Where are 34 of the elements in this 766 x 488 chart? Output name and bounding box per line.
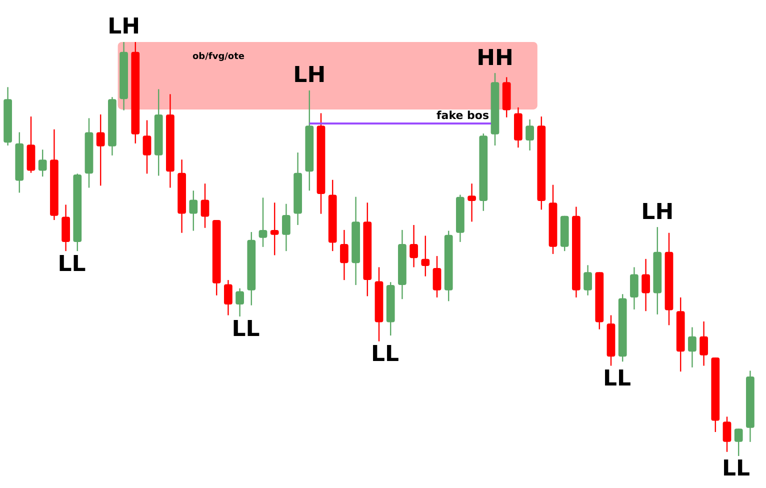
candlestick	[432, 255, 442, 298]
candlestick	[734, 428, 743, 457]
annotation: LH	[108, 14, 140, 40]
candlestick	[340, 229, 348, 281]
candlestick	[224, 279, 232, 316]
candlestick	[722, 416, 732, 452]
candlestick	[96, 114, 105, 186]
candlestick	[142, 120, 152, 174]
annotation: LH	[641, 200, 674, 225]
band-label: ob/fvg/ote	[192, 52, 245, 62]
candlestick	[200, 182, 210, 228]
annotation: LL	[602, 366, 632, 392]
annotation: LL	[370, 342, 400, 368]
candlestick	[642, 258, 650, 312]
text: LL	[722, 456, 750, 482]
candlestick	[630, 266, 638, 310]
annotation: LL	[58, 252, 86, 277]
candlestick	[258, 197, 268, 248]
candlestick	[688, 326, 696, 368]
candlestick	[38, 149, 47, 178]
candlestick	[282, 203, 290, 252]
candlestick	[584, 264, 592, 296]
ref-line-label: fake bos	[436, 108, 490, 122]
annotation: LL	[232, 317, 260, 342]
annotation: LH	[293, 63, 326, 88]
candlestick	[270, 202, 279, 256]
candlestick	[189, 190, 198, 232]
candlestick	[421, 235, 430, 277]
annotation: HH	[476, 46, 514, 71]
candlestick	[526, 118, 534, 152]
candlestick	[700, 320, 708, 366]
candlestick	[410, 224, 418, 268]
candlestick	[236, 288, 244, 318]
candlestick	[468, 182, 476, 222]
